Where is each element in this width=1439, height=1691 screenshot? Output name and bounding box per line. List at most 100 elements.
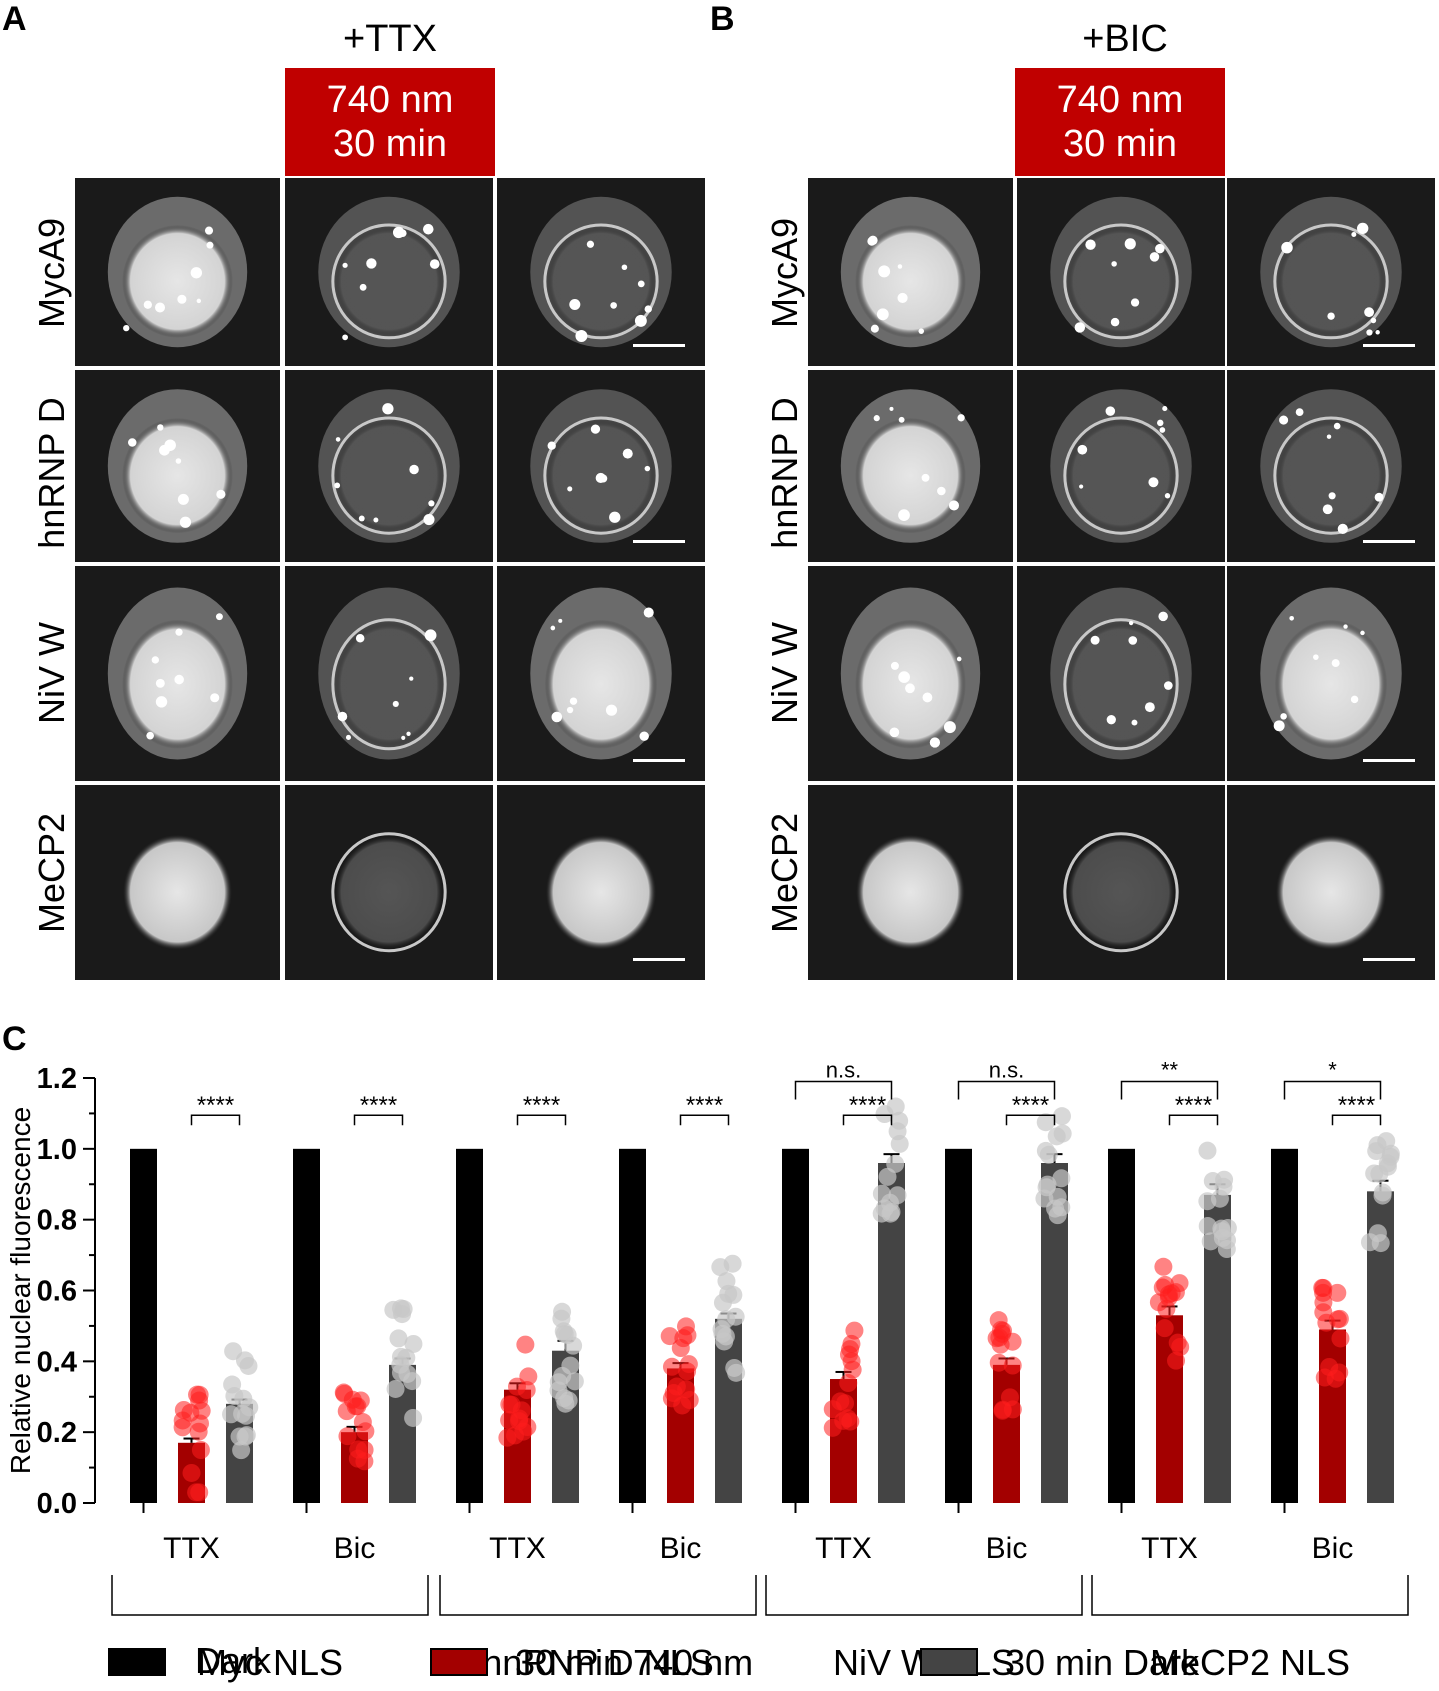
data-point (823, 1400, 842, 1419)
significance-bracket (353, 1114, 404, 1126)
data-point (839, 1345, 858, 1364)
data-point (1003, 1332, 1022, 1351)
data-point (1035, 1189, 1054, 1208)
data-point (230, 1427, 249, 1446)
data-point (232, 1441, 251, 1460)
data-point (989, 1353, 1008, 1372)
micrograph-myca9-dark-30min (1227, 178, 1435, 366)
data-point (1170, 1274, 1189, 1293)
data-point (1036, 1141, 1055, 1160)
data-point (845, 1321, 864, 1340)
significance-bracket (190, 1114, 241, 1126)
data-point (1328, 1283, 1347, 1302)
group-bracket (765, 1575, 1083, 1616)
data-point (1154, 1257, 1173, 1276)
data-point (1330, 1309, 1349, 1328)
data-point (1038, 1175, 1057, 1194)
data-point (348, 1397, 367, 1416)
data-point (398, 1364, 417, 1383)
significance-label: **** (849, 1092, 886, 1119)
micrograph-hnrnp-d-740nm (1017, 370, 1225, 562)
significance-label: **** (360, 1092, 397, 1119)
data-point (173, 1418, 192, 1437)
data-point (191, 1440, 210, 1459)
micrograph-mecp2-740nm (285, 785, 493, 980)
micrograph-hnrnp-d-740nm (285, 370, 493, 562)
bar-1-7 (1319, 1329, 1346, 1503)
significance-label: **** (1012, 1092, 1049, 1119)
data-point (1314, 1278, 1333, 1297)
significance-bracket (516, 1114, 567, 1126)
micrograph-mecp2-740nm (1017, 785, 1225, 980)
y-tick-label: 0.0 (37, 1488, 77, 1520)
data-point (355, 1452, 374, 1471)
y-tick-label: 0.8 (37, 1205, 77, 1237)
significance-bracket (679, 1114, 730, 1126)
condition-title-ttx: +TTX (343, 18, 437, 60)
data-point (190, 1385, 209, 1404)
data-point (1003, 1400, 1022, 1419)
data-point (888, 1122, 907, 1141)
micrograph-mecp2-dark (808, 785, 1013, 980)
data-point (190, 1414, 209, 1433)
micrograph-hnrnp-d-dark-30min (497, 370, 705, 562)
legend-label-740nm: 30 min 740 nm (515, 1642, 754, 1683)
legend-label-dark: Dark (195, 1640, 272, 1681)
data-point (678, 1362, 697, 1381)
column-header-740nm: 740 nm 30 min (285, 68, 495, 176)
significance-label-outer: n.s. (826, 1058, 861, 1083)
data-point (559, 1391, 578, 1410)
data-point (553, 1302, 572, 1321)
bar-0-1 (293, 1148, 320, 1503)
data-point (712, 1320, 731, 1339)
data-point (1373, 1186, 1392, 1205)
data-point (404, 1408, 423, 1427)
significance-bracket-outer (794, 1080, 893, 1100)
bar-0-6 (1108, 1148, 1135, 1503)
data-point (989, 1311, 1008, 1330)
data-point (190, 1483, 209, 1502)
significance-bracket (1168, 1114, 1219, 1126)
micrograph-niv-w-dark (75, 566, 280, 781)
micrograph-niv-w-740nm (285, 566, 493, 781)
scale-bar (1363, 344, 1415, 347)
scale-bar (1363, 759, 1415, 762)
row-label-myca9: MycA9 (764, 217, 805, 329)
data-point (823, 1418, 842, 1437)
data-point (1052, 1169, 1071, 1188)
row-label-hnrnp-d: hnRNP D (31, 397, 72, 549)
bar-1-5 (993, 1364, 1020, 1503)
y-tick-label: 0.4 (37, 1346, 77, 1378)
significance-bracket-outer (957, 1080, 1056, 1100)
category-label: Bic (660, 1532, 702, 1565)
data-point (886, 1154, 905, 1173)
data-point (498, 1428, 517, 1447)
scale-bar (633, 759, 685, 762)
group-bracket (111, 1575, 429, 1616)
data-point (1153, 1278, 1172, 1297)
micrograph-hnrnp-d-dark (75, 370, 280, 562)
data-point (182, 1463, 201, 1482)
data-point (561, 1356, 580, 1375)
data-point (338, 1427, 357, 1446)
data-point (386, 1379, 405, 1398)
data-point (886, 1097, 905, 1116)
row-label-mecp2: MeCP2 (764, 812, 805, 934)
data-point (389, 1329, 408, 1348)
data-point (519, 1367, 538, 1386)
micrograph-hnrnp-d-dark-30min (1227, 370, 1435, 562)
scale-bar (1363, 540, 1415, 543)
data-point (1215, 1170, 1234, 1189)
legend-swatch-30min-dark (920, 1648, 978, 1676)
data-point (1198, 1141, 1217, 1160)
significance-label: **** (1338, 1092, 1375, 1119)
scale-bar (633, 540, 685, 543)
legend-swatch-dark (108, 1648, 166, 1676)
data-point (1052, 1198, 1071, 1217)
y-tick-label: 1.2 (37, 1063, 77, 1095)
data-point (224, 1342, 243, 1361)
significance-label-outer: * (1328, 1058, 1337, 1083)
category-label: TTX (489, 1532, 546, 1565)
data-point (353, 1413, 372, 1432)
data-point (1198, 1217, 1217, 1236)
